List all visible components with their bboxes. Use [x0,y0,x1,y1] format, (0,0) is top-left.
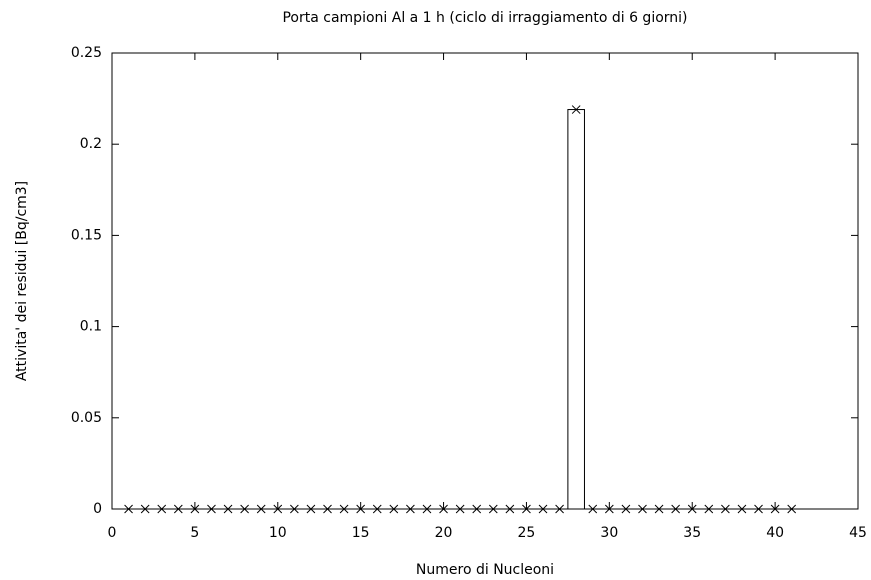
point-marker [621,504,631,514]
point-marker [223,504,233,514]
point-marker [555,504,564,514]
point-marker [207,504,216,514]
x-tick-label: 10 [269,525,287,541]
point-marker [124,504,133,514]
x-axis-label: Numero di Nucleoni [416,562,554,578]
x-tick-label: 40 [766,525,784,541]
point-marker [190,504,200,514]
point-marker [455,504,465,514]
point-marker [770,504,780,514]
y-tick-label: 0.2 [80,136,102,152]
y-tick-label: 0.15 [71,227,102,243]
point-marker [273,504,283,514]
point-marker [157,504,167,514]
point-marker [687,504,697,514]
point-marker [571,105,581,114]
point-marker [588,504,598,514]
point-marker [538,504,548,514]
point-marker [256,504,266,514]
y-tick-label: 0 [93,501,102,517]
point-marker [290,504,299,514]
point-marker [372,504,382,514]
point-marker [240,504,249,514]
x-tick-label: 15 [352,525,370,541]
x-tick-label: 25 [518,525,536,541]
y-tick-label: 0.05 [71,410,102,426]
plot-frame [111,52,859,510]
point-marker [522,504,531,514]
point-marker [604,504,614,514]
point-marker [721,504,730,514]
x-tick-label: 35 [683,525,701,541]
point-marker [704,504,714,514]
point-marker [323,504,332,514]
y-axis-label: Attivita' dei residui [Bq/cm3] [14,181,30,381]
point-marker [671,504,680,514]
y-tick-label: 0.25 [71,45,102,61]
point-marker [488,504,498,514]
point-marker [356,504,366,514]
point-marker [472,504,482,514]
point-marker [754,504,763,514]
x-tick-label: 30 [600,525,618,541]
y-tick-label: 0.1 [80,319,102,335]
point-marker [439,504,448,514]
x-tick-label: 0 [108,525,117,541]
point-marker [638,504,647,514]
point-marker [422,504,432,514]
chart-title: Porta campioni Al a 1 h (ciclo di irragg… [282,10,687,26]
point-marker [140,504,150,514]
point-marker [173,504,183,514]
point-marker [406,504,415,514]
point-marker [505,504,515,514]
point-marker [389,504,399,514]
point-marker [737,504,747,514]
x-tick-label: 45 [849,525,867,541]
point-marker [306,504,316,514]
point-marker [654,504,664,514]
x-tick-label: 20 [435,525,453,541]
x-tick-label: 5 [190,525,199,541]
point-marker [339,504,349,514]
point-marker [787,504,797,514]
